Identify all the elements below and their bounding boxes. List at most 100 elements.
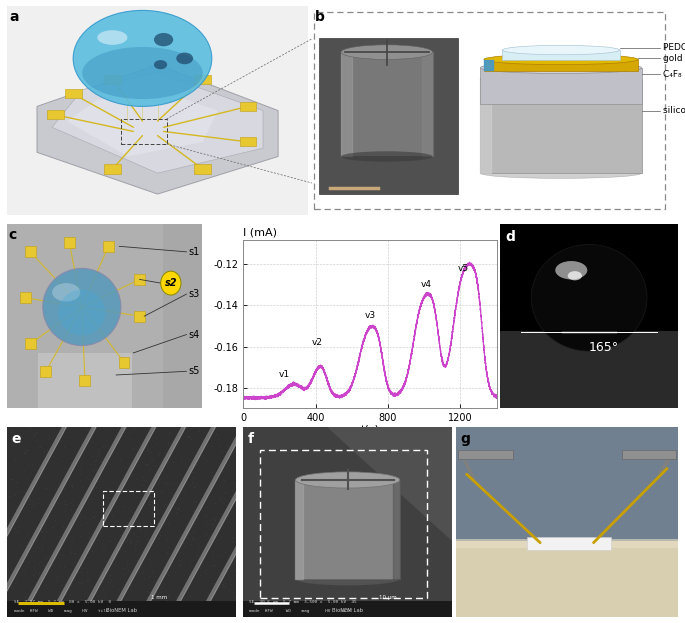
Point <box>68 500 79 510</box>
Point <box>53 571 64 581</box>
Point <box>60 473 71 483</box>
Point <box>63 573 74 583</box>
Point <box>167 490 178 500</box>
Point <box>58 483 69 493</box>
Point <box>183 431 194 441</box>
Point <box>8 582 18 592</box>
Point <box>127 516 138 526</box>
Point <box>8 432 19 442</box>
Point <box>225 491 236 501</box>
Point <box>120 536 131 546</box>
Point <box>145 561 156 571</box>
Point <box>28 569 39 579</box>
Point <box>142 534 153 544</box>
Bar <box>480 68 641 104</box>
Point <box>190 522 201 532</box>
Text: I (mA): I (mA) <box>243 227 277 238</box>
Point <box>121 556 132 566</box>
Point <box>95 594 106 604</box>
Bar <box>240 137 256 146</box>
Bar <box>319 37 458 194</box>
Point <box>163 439 174 449</box>
Point <box>184 571 195 581</box>
Point <box>42 605 53 615</box>
Point <box>114 427 125 437</box>
Point <box>140 591 151 601</box>
Point <box>38 535 49 545</box>
Point <box>217 581 228 591</box>
Point <box>215 559 226 569</box>
Point <box>191 550 202 560</box>
Point <box>84 515 95 525</box>
Point <box>83 474 94 484</box>
Point <box>199 568 210 578</box>
Point <box>207 441 218 451</box>
Point <box>107 548 118 558</box>
Text: c: c <box>9 228 17 242</box>
Point <box>148 435 159 445</box>
Point <box>202 511 213 521</box>
Point <box>168 457 179 467</box>
Point <box>12 505 23 515</box>
Point <box>10 523 21 533</box>
Point <box>67 424 78 434</box>
Point <box>116 531 127 541</box>
Point <box>26 596 37 606</box>
Point <box>188 534 199 544</box>
Point <box>218 579 229 589</box>
Point <box>189 457 200 467</box>
Point <box>12 482 23 492</box>
Point <box>214 591 225 601</box>
Point <box>99 589 110 599</box>
Point <box>200 457 211 467</box>
Point <box>153 479 164 489</box>
Bar <box>260 450 427 598</box>
Point <box>41 564 52 574</box>
Point <box>75 502 86 511</box>
Point <box>97 442 108 452</box>
Point <box>188 473 199 483</box>
Point <box>58 521 68 531</box>
Point <box>121 517 132 527</box>
Ellipse shape <box>502 45 619 55</box>
Point <box>208 586 219 596</box>
Point <box>45 495 56 505</box>
Point <box>66 547 77 557</box>
Point <box>219 578 230 588</box>
Point <box>123 553 134 563</box>
Point <box>136 424 147 434</box>
Point <box>119 519 129 529</box>
Point <box>36 480 47 490</box>
Point <box>135 525 146 535</box>
Point <box>73 602 84 612</box>
Point <box>3 487 14 497</box>
Point <box>206 604 217 614</box>
Bar <box>134 274 145 285</box>
Point <box>50 484 61 494</box>
Point <box>99 568 110 578</box>
Point <box>196 606 207 616</box>
Point <box>84 531 95 541</box>
Point <box>20 576 31 586</box>
Point <box>68 548 79 558</box>
Point <box>207 548 218 558</box>
Point <box>27 465 38 475</box>
Bar <box>456 539 678 548</box>
Point <box>175 587 186 597</box>
Point <box>189 481 200 491</box>
Point <box>208 607 219 617</box>
Point <box>114 543 125 553</box>
Point <box>150 460 161 470</box>
Point <box>125 495 136 505</box>
Point <box>21 509 32 519</box>
Point <box>43 434 54 444</box>
Point <box>28 431 39 441</box>
Point <box>228 596 239 606</box>
Point <box>64 583 75 592</box>
Point <box>90 455 101 465</box>
Bar <box>79 375 90 386</box>
Point <box>201 529 212 539</box>
Point <box>97 577 108 587</box>
Point <box>136 580 147 590</box>
Point <box>82 594 92 604</box>
